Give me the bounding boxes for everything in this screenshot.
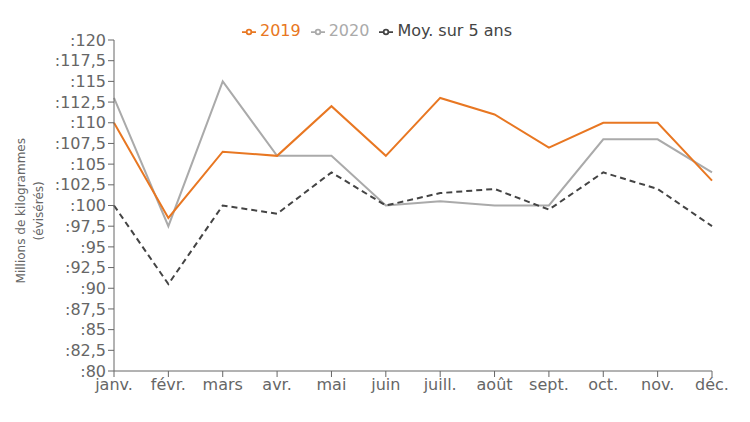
svg-text::100: :100 [70,196,106,215]
svg-text::87,5: :87,5 [65,300,106,319]
svg-text::82,5: :82,5 [65,341,106,360]
svg-text::85: :85 [80,320,106,339]
svg-text::105: :105 [70,155,106,174]
svg-text::115: :115 [70,72,106,91]
svg-text::112,5: :112,5 [55,93,106,112]
svg-text::102,5: :102,5 [55,175,106,194]
html-text:(évisérés): (évisérés) [32,181,46,241]
html-text:2020: 2020 [328,21,370,40]
svg-text::95: :95 [80,238,106,257]
svg-text:févr.: févr. [151,375,186,394]
svg-text::90: :90 [80,279,106,298]
svg-text:oct.: oct. [588,375,618,394]
html-text:Millions de kilogrammes: Millions de kilogrammes [14,138,28,284]
svg-text::117,5: :117,5 [55,51,106,70]
svg-text:avr.: avr. [262,375,291,394]
svg-text::107,5: :107,5 [55,134,106,153]
svg-text::97,5: :97,5 [65,217,106,236]
svg-text::120: :120 [70,31,106,50]
svg-text:mars: mars [203,375,243,394]
svg-text::110: :110 [70,113,106,132]
svg-text::92,5: :92,5 [65,258,106,277]
svg-text:juill.: juill. [423,375,457,394]
svg-text:août: août [477,375,513,394]
svg-text::80: :80 [80,362,106,381]
svg-text:nov.: nov. [641,375,674,394]
svg-text:janv.: janv. [95,375,133,395]
svg-text:juin: juin [370,375,400,394]
svg-text:déc.: déc. [695,375,729,394]
svg-text:mai: mai [317,375,347,394]
html-text:2019: 2019 [260,21,301,40]
html-text:Moy. sur 5 ans: Moy. sur 5 ans [397,21,512,40]
svg-text:sept.: sept. [529,375,569,394]
